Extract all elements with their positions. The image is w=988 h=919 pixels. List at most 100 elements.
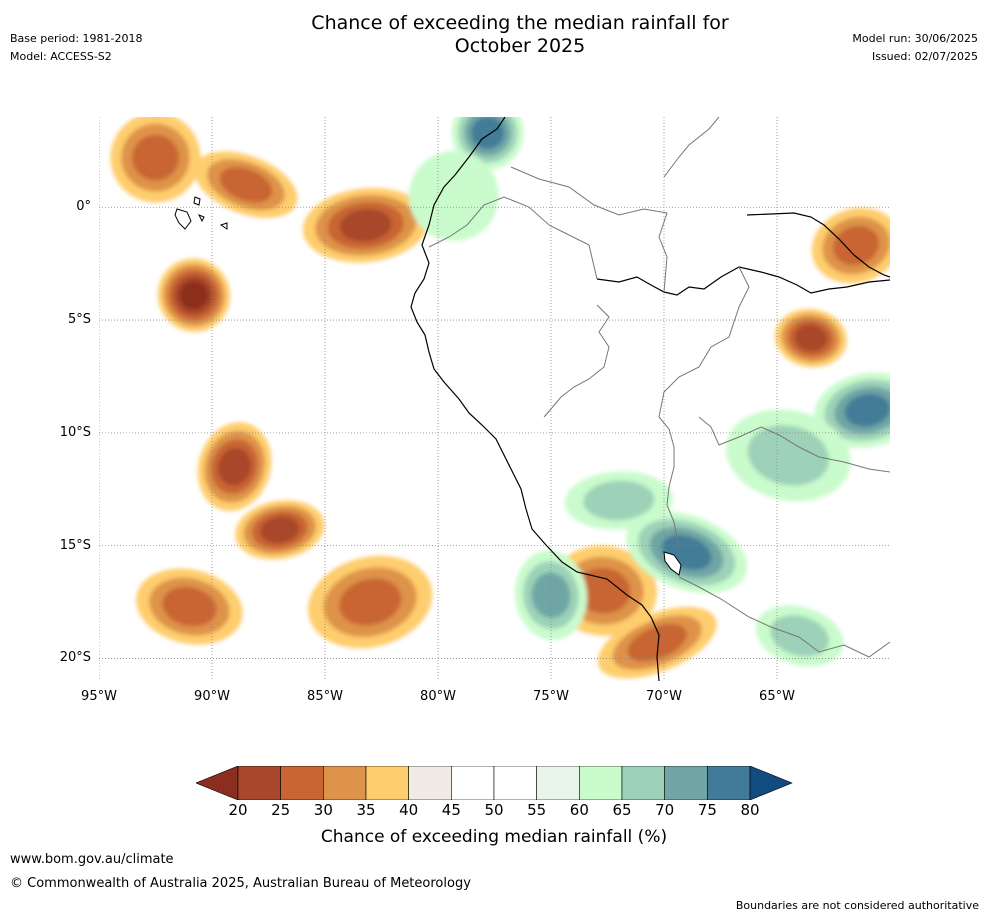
amazon-delta-coast <box>746 212 890 278</box>
region-bolivia-lowlands-wet-patch <box>725 409 851 502</box>
colorbar-tick-label: 45 <box>441 801 461 819</box>
colorbar-tick-label: 80 <box>740 801 760 819</box>
model-run: Model run: 30/06/2025 <box>852 32 978 45</box>
contour-level <box>471 117 505 149</box>
footer-disclaimer: Boundaries are not considered authoritat… <box>735 899 979 912</box>
colorbar-tick-label: 25 <box>271 801 291 819</box>
contour-level <box>179 281 209 310</box>
x-tick-label: 80°W <box>420 689 456 704</box>
contour-level <box>260 516 300 544</box>
contour-level <box>162 586 217 627</box>
title-line-1: Chance of exceeding the median rainfall … <box>311 12 729 34</box>
region-brazil-interior-dry-core <box>775 308 847 368</box>
y-tick-label: 20°S <box>59 650 91 666</box>
base-period: Base period: 1981-2018 <box>10 32 143 45</box>
colorbar-tick-label: 35 <box>356 801 376 819</box>
colorbar-tick-label: 20 <box>228 801 248 819</box>
region-central-pacific-dry-core <box>197 422 272 511</box>
y-tick-label: 5°S <box>67 312 91 328</box>
region-east-brazil-wet-core <box>813 372 890 449</box>
footer-copyright: © Commonwealth of Australia 2025, Austra… <box>10 876 471 891</box>
contour-level <box>794 324 828 352</box>
region-northeast-brazil-dry-patch <box>811 207 890 284</box>
colorbar-cell <box>621 766 665 800</box>
colorbar-cells <box>237 766 751 800</box>
contour-level <box>833 225 880 266</box>
probability-regions <box>110 117 890 679</box>
map-panel <box>99 117 890 681</box>
contour-level <box>217 447 252 486</box>
colorbar-cell <box>536 766 580 800</box>
contour-level <box>627 623 687 662</box>
x-tick-label: 65°W <box>759 689 795 704</box>
amazon-river <box>596 266 890 296</box>
colorbar-cell <box>451 766 495 800</box>
region-galapagos-west-dry-patch <box>194 151 298 218</box>
colorbar-cell <box>323 766 367 800</box>
issued-date: Issued: 02/07/2025 <box>871 50 978 63</box>
country-borders <box>428 117 890 658</box>
x-tick-label: 70°W <box>646 689 682 704</box>
region-northwest-pacific-dry-patch <box>110 117 201 203</box>
meta-left: Base period: 1981-2018 Model: ACCESS-S2 <box>10 32 142 68</box>
colorbar-cell <box>493 766 537 800</box>
contour-level <box>408 150 499 241</box>
contour-level <box>770 615 829 657</box>
map-title: Chance of exceeding the median rainfall … <box>190 12 850 58</box>
contour-level <box>219 167 273 203</box>
colorbar-cell <box>664 766 708 800</box>
lake-titicaca <box>663 551 682 576</box>
y-tick-label: 10°S <box>59 424 91 440</box>
colorbar <box>196 766 793 800</box>
rainfall-map <box>99 117 890 681</box>
region-south-pacific-dry-patch <box>308 555 433 649</box>
x-tick-label: 75°W <box>533 689 569 704</box>
x-tick-label: 90°W <box>194 689 230 704</box>
colorbar-cell <box>365 766 409 800</box>
region-south-pacific-dry-core <box>235 500 325 560</box>
colorbar-tick-label: 75 <box>697 801 717 819</box>
colorbar-tick-label: 50 <box>484 801 504 819</box>
region-lake-titicaca-wet-core <box>626 511 748 594</box>
region-southwest-pacific-dry-band <box>136 568 243 645</box>
colorbar-over-arrow <box>749 766 793 800</box>
colorbar-cell <box>707 766 751 800</box>
footer-url: www.bom.gov.au/climate <box>10 852 174 867</box>
graticule <box>99 117 890 681</box>
colorbar-tick-label: 60 <box>569 801 589 819</box>
colorbar-tick-label: 40 <box>399 801 419 819</box>
contour-level <box>531 572 571 619</box>
region-offshore-ecuador-dry-core <box>302 187 429 263</box>
colorbar-under-arrow <box>196 766 239 800</box>
model-name: Model: ACCESS-S2 <box>10 50 112 63</box>
coastlines-and-borders <box>174 117 890 681</box>
colorbar-cell <box>280 766 324 800</box>
y-tick-label: 0° <box>76 199 91 215</box>
colorbar-tick-label: 30 <box>313 801 333 819</box>
y-tick-label: 15°S <box>59 537 91 553</box>
colorbar-tick-label: 70 <box>655 801 675 819</box>
colorbar-cell <box>237 766 281 800</box>
contour-level <box>339 578 402 626</box>
contour-level <box>339 209 392 242</box>
galapagos-islands <box>174 196 228 230</box>
x-tick-label: 95°W <box>81 689 117 704</box>
south-america-coastline <box>410 117 660 681</box>
contour-level <box>844 393 890 427</box>
colorbar-tick-label: 55 <box>527 801 547 819</box>
region-gulf-of-panama-wet-core <box>451 117 524 170</box>
title-line-2: October 2025 <box>454 35 586 57</box>
colorbar-tick-label: 65 <box>612 801 632 819</box>
contour-level <box>132 134 179 181</box>
region-atacama-coast-dry-patch <box>597 606 717 679</box>
colorbar-cell <box>408 766 452 800</box>
colorbar-label: Chance of exceeding median rainfall (%) <box>320 827 668 847</box>
meta-right: Model run: 30/06/2025 Issued: 02/07/2025 <box>852 32 978 68</box>
contour-level <box>747 425 829 486</box>
region-colombia-pacific-coast-wet-strip <box>408 150 499 241</box>
colorbar-cell <box>579 766 623 800</box>
region-offshore-south-peru-wet-band <box>514 550 588 641</box>
contour-level <box>575 567 631 614</box>
x-tick-label: 85°W <box>307 689 343 704</box>
contour-level <box>583 480 655 521</box>
